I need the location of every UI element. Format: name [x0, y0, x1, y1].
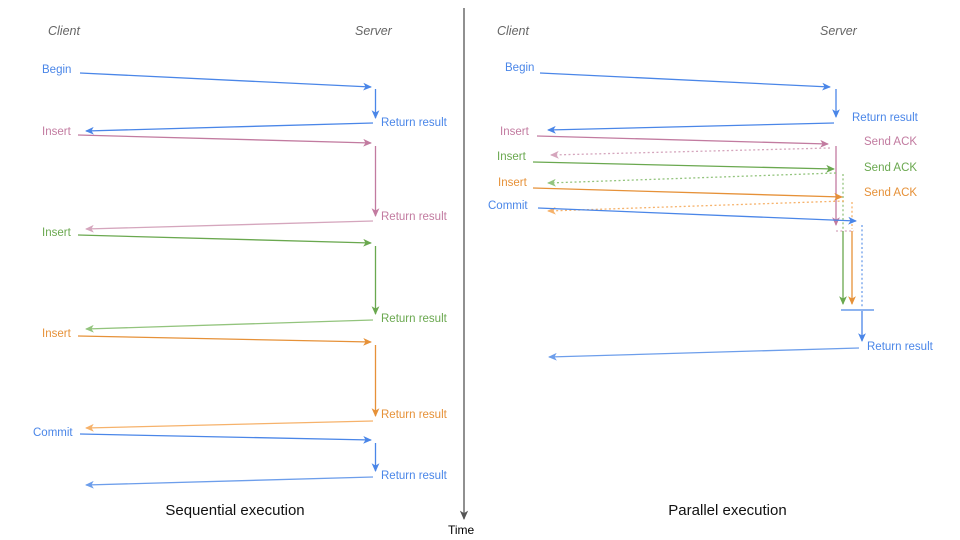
par-insert1-request-arrow: [536, 135, 829, 148]
par-insert1-ack-arrow: [550, 147, 831, 159]
par-begin-response-label: Return result: [852, 112, 918, 124]
par-client-heading: Client: [497, 24, 529, 38]
seq-insert3-label: Insert: [42, 328, 71, 340]
seq-server-heading: Server: [355, 24, 392, 38]
par-insert1-label: Insert: [500, 126, 529, 138]
seq-commit-response-label: Return result: [381, 470, 447, 482]
par-insert2-ack-arrow: [547, 172, 837, 187]
seq-insert1-response-arrow: [85, 220, 374, 233]
par-begin-label: Begin: [505, 62, 535, 74]
par-commit-response-arrow: [548, 347, 860, 361]
par-commit-request-arrow: [537, 207, 857, 225]
seq-insert3-response-arrow: [85, 420, 374, 432]
par-insert3-ack-label: Send ACK: [864, 187, 918, 199]
seq-insert1-label: Insert: [42, 126, 71, 138]
seq-insert2-response-arrow: [85, 319, 374, 333]
seq-insert2-response-label: Return result: [381, 313, 447, 325]
par-insert2-label: Insert: [497, 151, 526, 163]
par-insert3-ack-arrow: [547, 200, 845, 215]
par-server-heading: Server: [820, 24, 857, 38]
seq-insert2-request-arrow: [77, 234, 372, 247]
par-insert3-request-arrow: [532, 187, 843, 201]
seq-commit-request-arrow: [79, 433, 372, 444]
par-commit-label: Commit: [488, 200, 528, 212]
seq-insert3-response-label: Return result: [381, 409, 447, 421]
seq-commit-label: Commit: [33, 427, 73, 439]
par-insert2-ack-label: Send ACK: [864, 162, 918, 174]
seq-insert1-request-arrow: [77, 134, 372, 147]
par-begin-response-arrow: [547, 122, 835, 134]
par-insert2-request-arrow: [532, 161, 835, 173]
par-insert3-label: Insert: [498, 177, 527, 189]
seq-insert3-request-arrow: [77, 335, 372, 346]
par-insert1-ack-label: Send ACK: [864, 136, 918, 148]
seq-begin-response-arrow: [85, 122, 374, 135]
seq-begin-request-arrow: [79, 72, 372, 91]
seq-insert2-label: Insert: [42, 227, 71, 239]
parallel-panel-wires: [532, 72, 874, 361]
seq-insert1-response-label: Return result: [381, 211, 447, 223]
par-begin-request-arrow: [539, 72, 831, 91]
par-caption: Parallel execution: [668, 502, 787, 519]
seq-caption: Sequential execution: [165, 502, 305, 519]
seq-begin-label: Begin: [42, 64, 72, 76]
seq-client-heading: Client: [48, 24, 80, 38]
par-commit-response-label: Return result: [867, 341, 933, 353]
seq-begin-response-label: Return result: [381, 117, 447, 129]
time-axis-label: Time: [448, 523, 475, 537]
seq-commit-response-arrow: [85, 476, 374, 489]
sequential-panel-wires: [77, 72, 380, 489]
